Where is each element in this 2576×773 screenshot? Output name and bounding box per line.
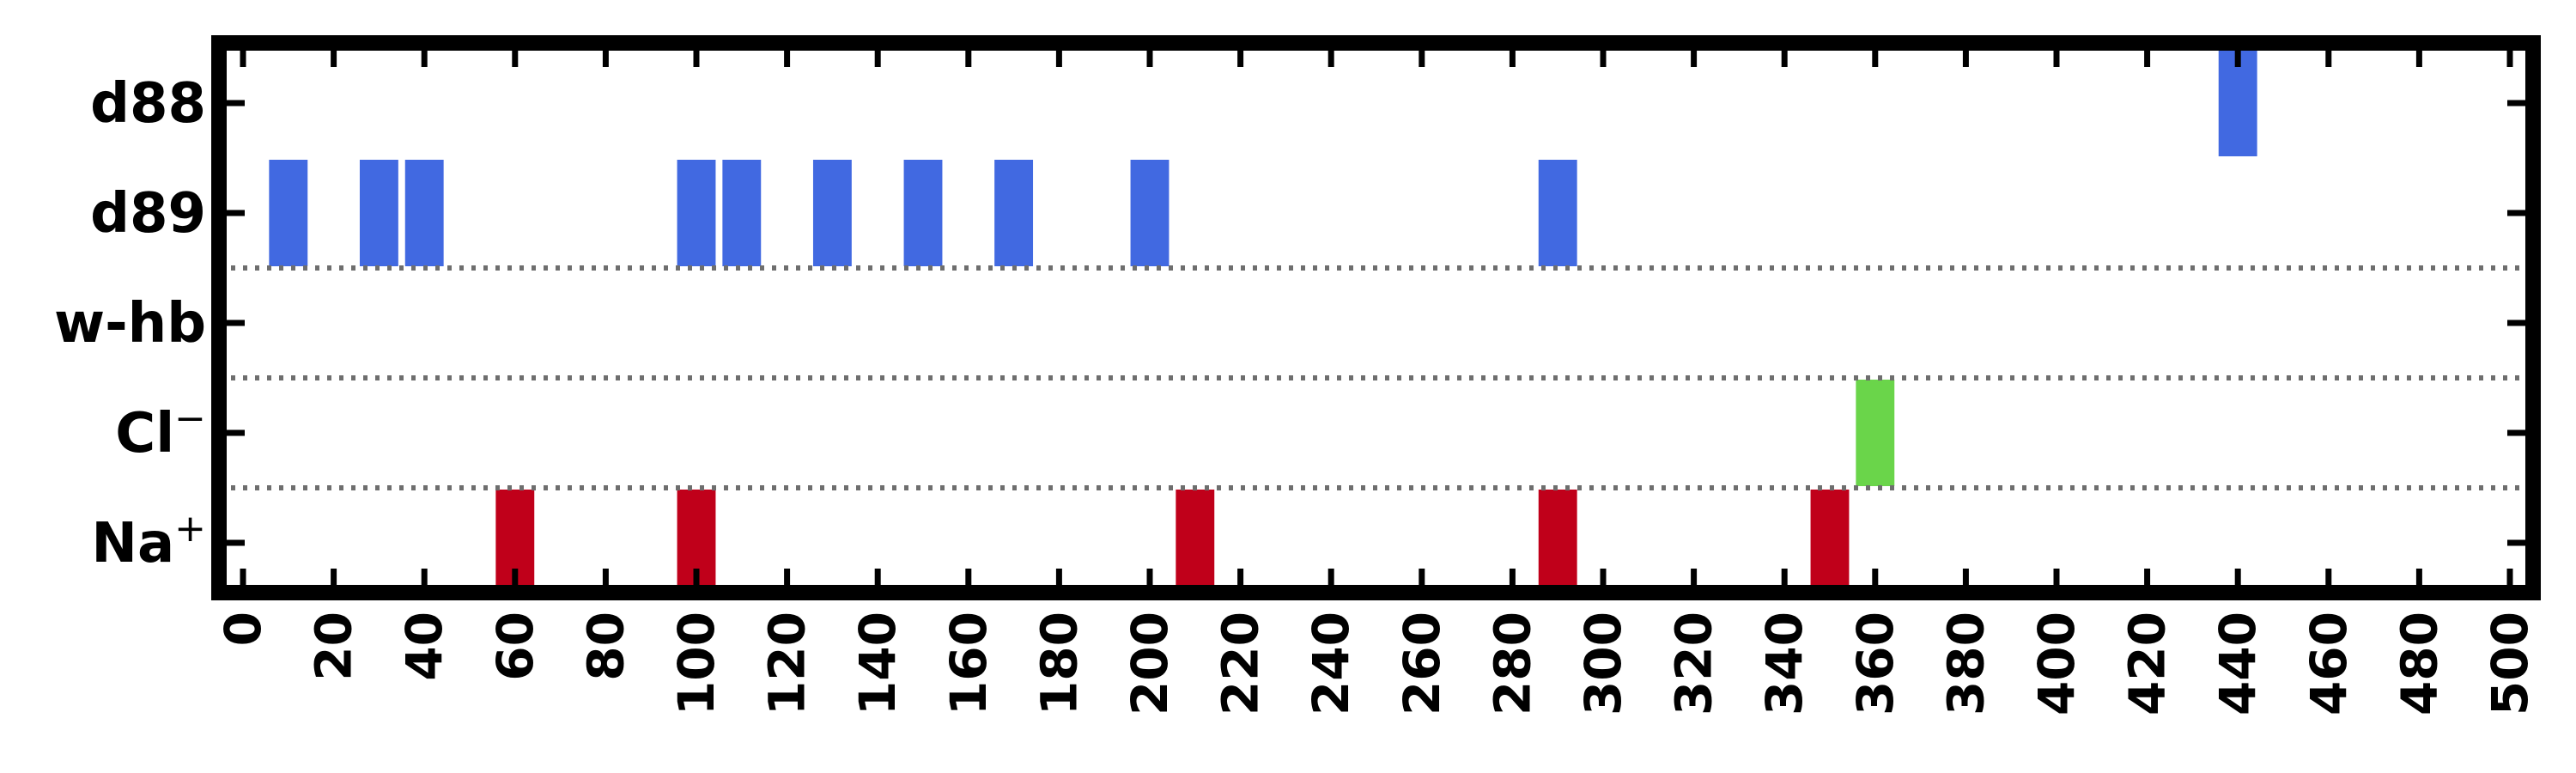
x-tick-label: 380	[1936, 612, 1995, 715]
x-tick-label: 440	[2208, 612, 2267, 715]
event-bar-cl-360	[1856, 380, 1895, 486]
event-bar-d89-110	[722, 160, 762, 266]
event-bar-na-210	[1176, 490, 1215, 596]
y-tick-label-na: Na+	[91, 507, 206, 575]
event-bar-d89-150	[903, 160, 943, 266]
y-axis-labels: d88 d89 w-hb Cl− Na+	[54, 72, 206, 575]
x-tick-label: 240	[1302, 612, 1360, 715]
x-tick-label: 160	[939, 612, 998, 715]
x-tick-label: 420	[2118, 612, 2177, 715]
x-tick-label: 340	[1755, 612, 1814, 715]
x-axis-labels: 0 20 40 60 80 100 120 140 160 180 200 220 240 260 280 3…	[214, 612, 2539, 715]
y-tick-label-w-hb: w-hb	[54, 292, 206, 356]
event-bar-d89-130	[812, 160, 852, 266]
x-tick-label: 120	[758, 612, 817, 715]
event-bar-d89-200	[1130, 160, 1170, 266]
x-tick-label: 260	[1393, 612, 1451, 715]
events-layer	[269, 50, 2257, 596]
x-tick-label: 500	[2481, 612, 2539, 715]
x-tick-label: 0	[214, 612, 272, 646]
row-separators	[219, 265, 2533, 490]
y-tick-label-d88: d88	[90, 72, 206, 136]
x-tick-label: 320	[1665, 612, 1723, 715]
x-tick-label: 40	[395, 612, 453, 681]
x-tick-label: 180	[1030, 612, 1088, 715]
event-bar-d89-290	[1538, 160, 1577, 266]
event-bar-na-290	[1538, 490, 1577, 596]
event-bar-na-350	[1810, 490, 1850, 596]
x-tick-label: 60	[486, 612, 544, 681]
event-bar-d89-30	[359, 160, 398, 266]
x-tick-label: 200	[1121, 612, 1179, 715]
x-tick-label: 220	[1212, 612, 1270, 715]
event-bar-d88-440	[2218, 50, 2257, 156]
plot-frame	[211, 35, 2541, 600]
y-tick-label-d89: d89	[90, 182, 206, 246]
y-tick-label-cl: Cl−	[115, 397, 206, 466]
x-tick-label: 280	[1483, 612, 1541, 715]
axis-ticks	[219, 43, 2533, 593]
x-tick-label: 100	[667, 612, 726, 715]
event-bar-d89-170	[994, 160, 1034, 266]
x-tick-label: 20	[305, 612, 363, 681]
event-bar-d89-40	[404, 160, 444, 266]
event-bar-d89-100	[677, 160, 716, 266]
x-tick-label: 480	[2390, 612, 2448, 715]
x-tick-label: 360	[1846, 612, 1905, 715]
x-tick-label: 300	[1574, 612, 1632, 715]
event-bar-d89-10	[269, 160, 308, 266]
x-tick-label: 80	[576, 612, 635, 681]
x-tick-label: 140	[848, 612, 907, 715]
x-tick-label: 400	[2027, 612, 2086, 715]
x-tick-label: 460	[2300, 612, 2358, 715]
